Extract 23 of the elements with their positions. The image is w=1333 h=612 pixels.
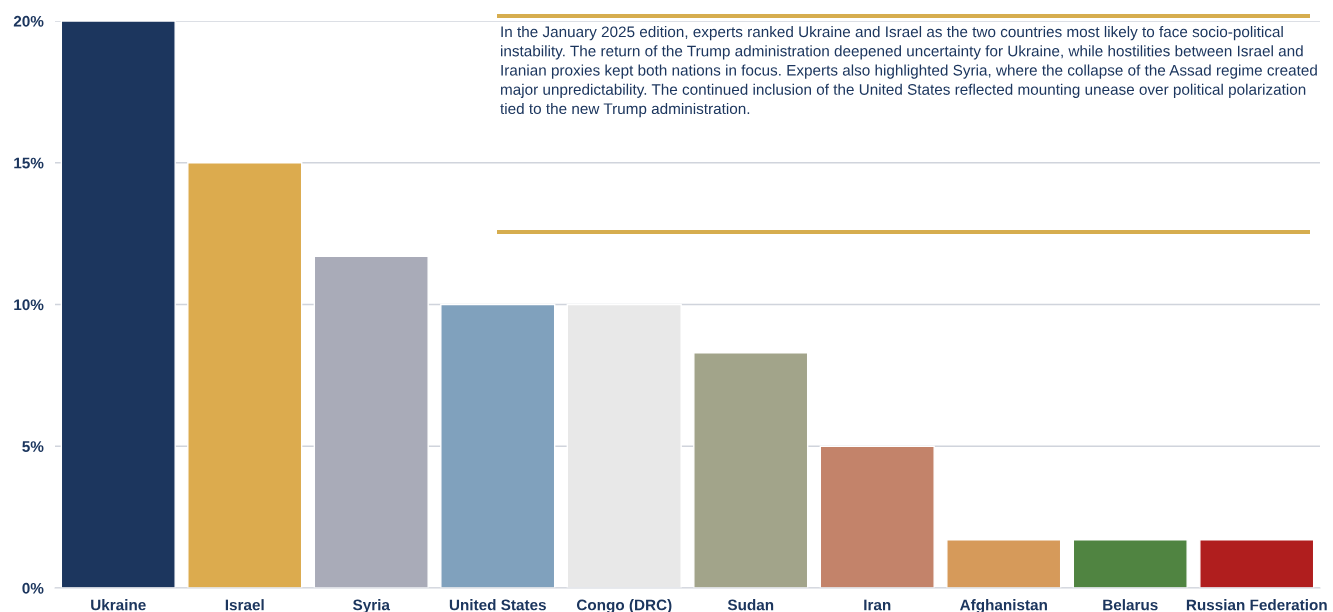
y-tick-label: 20% [13,15,44,27]
bar [60,21,176,588]
bar [313,255,429,588]
y-tick-label: 5% [22,441,44,452]
x-tick-label: United States [449,599,546,611]
y-tick-label: 0% [22,582,44,594]
x-tick-label: Iran [864,599,891,611]
y-tick-label: 10% [14,299,44,311]
x-tick-label: Israel [225,599,264,611]
bar [1199,539,1315,588]
bar [693,351,809,588]
x-tick-label: Russian Federation [1186,599,1327,611]
bar [440,303,556,588]
bar [819,445,935,588]
x-tick-label: Sudan [727,599,774,611]
x-tick-label: Belarus [1103,599,1158,611]
annotation: In the January 2025 edition, experts ranked Ukraine and Israel as the two countries most likely to face socio-political instability. The return of the Trump administration deepened uncertainty for Ukraine, while hostilities between Israel and Iranian proxies kept both nations in focus. Experts also highlighted Syria, where the collapse of the Assad regime created major unpredictability. The continued inclusion of the United States reflected mounting unease over political polarization tied to the new Trump administration. [500,26,1317,118]
bar [1072,539,1188,588]
bar [946,539,1062,588]
x-tick-label: Ukraine [91,599,146,611]
y-tick-label: 15% [14,157,44,169]
bar [187,162,303,588]
bar [566,303,682,588]
